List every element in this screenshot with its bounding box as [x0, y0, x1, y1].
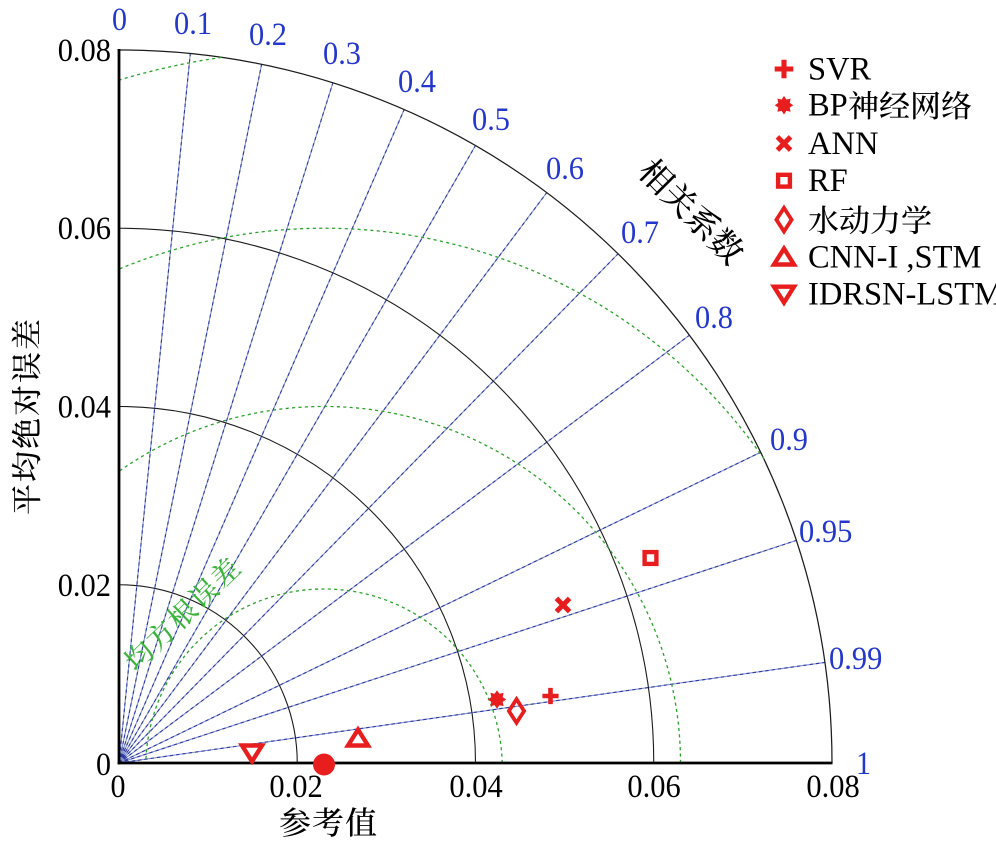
svg-text:BP: BP	[808, 88, 848, 124]
svg-text:0.8: 0.8	[695, 300, 733, 336]
svg-text:0.06: 0.06	[58, 211, 111, 247]
svg-text:0.95: 0.95	[799, 514, 852, 550]
svg-text:0: 0	[96, 747, 111, 783]
svg-text:0.5: 0.5	[472, 102, 510, 138]
svg-text:0.4: 0.4	[398, 64, 436, 100]
svg-text:IDRSN-LSTM: IDRSN-LSTM	[808, 277, 996, 313]
svg-text:CNN-I ,STM: CNN-I ,STM	[808, 240, 981, 276]
svg-text:0.08: 0.08	[806, 769, 859, 805]
svg-text:0.3: 0.3	[323, 36, 361, 72]
svg-text:0.2: 0.2	[249, 17, 287, 53]
svg-text:ANN: ANN	[808, 126, 878, 162]
svg-text:0.06: 0.06	[627, 769, 680, 805]
svg-text:0: 0	[112, 2, 127, 38]
svg-text:0.1: 0.1	[174, 6, 212, 42]
svg-text:0.02: 0.02	[269, 769, 322, 805]
svg-text:0.04: 0.04	[58, 390, 111, 426]
svg-text:0.04: 0.04	[449, 769, 502, 805]
svg-text:1: 1	[856, 746, 871, 782]
svg-text:0.08: 0.08	[58, 33, 111, 69]
svg-text:0.02: 0.02	[58, 568, 111, 604]
svg-text:SVR: SVR	[808, 52, 872, 88]
svg-text:0.9: 0.9	[770, 422, 808, 458]
svg-text:0.7: 0.7	[621, 215, 659, 251]
svg-text:0.6: 0.6	[546, 151, 584, 187]
svg-text:RF: RF	[808, 163, 848, 199]
svg-text:0.99: 0.99	[829, 641, 882, 677]
svg-text:0: 0	[111, 769, 126, 805]
